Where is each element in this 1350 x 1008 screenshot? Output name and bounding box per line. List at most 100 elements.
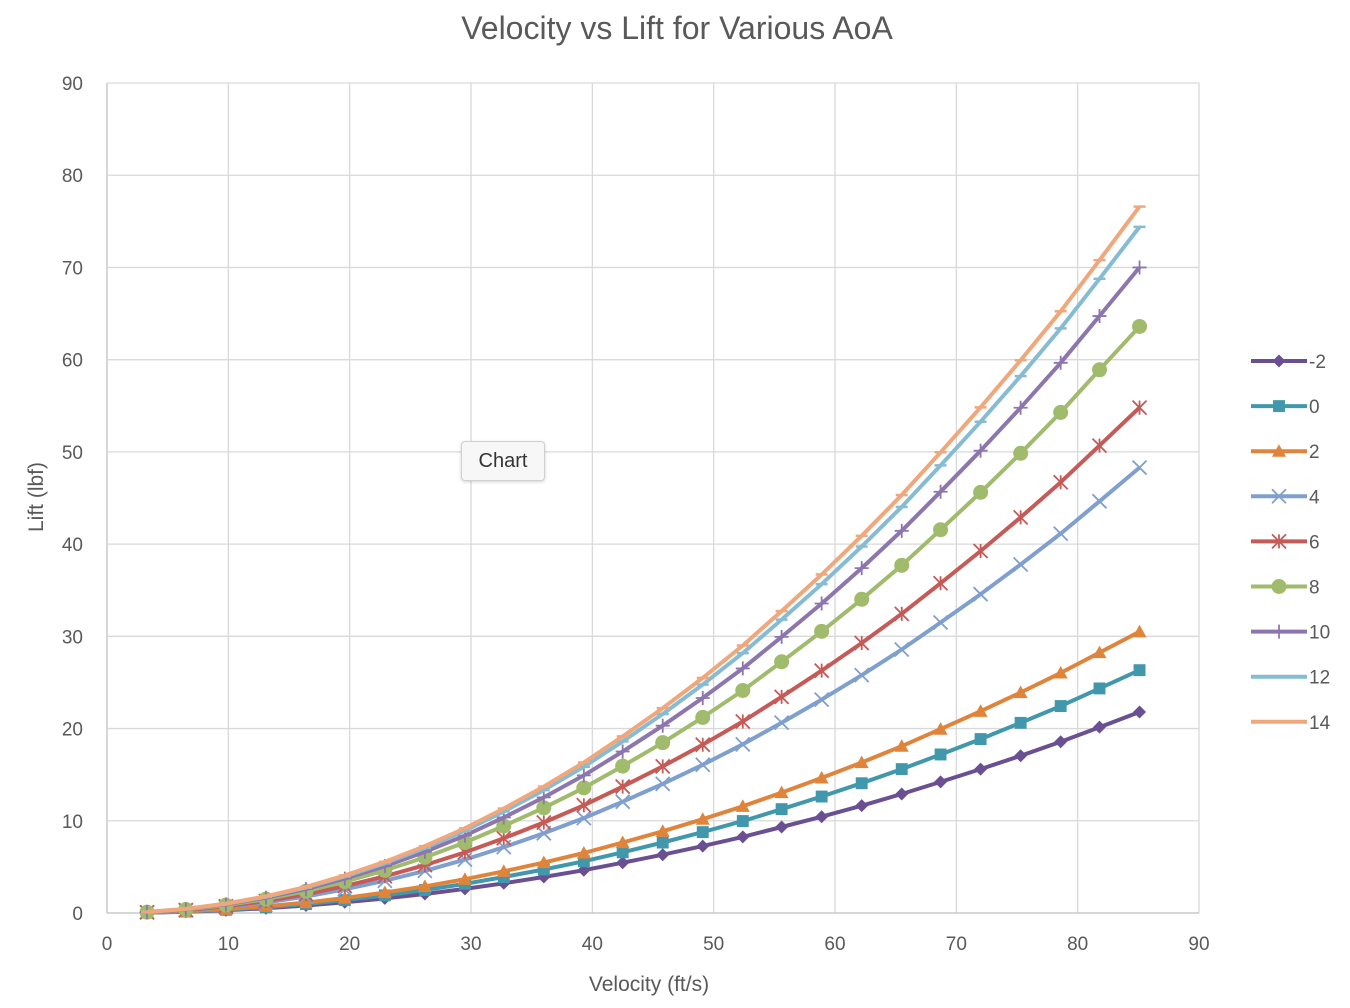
legend-item: 2 bbox=[1251, 442, 1320, 463]
legend-item: 0 bbox=[1251, 397, 1320, 418]
data-point bbox=[1014, 716, 1027, 729]
data-point bbox=[1053, 474, 1069, 490]
data-point bbox=[894, 523, 909, 538]
data-point bbox=[576, 797, 592, 813]
x-tick-label: 70 bbox=[946, 934, 967, 955]
y-tick-label: 40 bbox=[62, 535, 83, 556]
data-point bbox=[1271, 533, 1287, 550]
data-point bbox=[735, 799, 750, 812]
data-point bbox=[854, 755, 869, 769]
data-point bbox=[337, 890, 352, 904]
data-point bbox=[895, 763, 908, 776]
data-point bbox=[576, 845, 591, 859]
data-point bbox=[934, 775, 948, 789]
data-point bbox=[775, 820, 789, 834]
legend-label: 8 bbox=[1309, 578, 1320, 599]
data-point bbox=[932, 614, 949, 631]
data-point bbox=[735, 682, 751, 698]
y-tick-label: 80 bbox=[62, 166, 83, 187]
data-point bbox=[974, 733, 987, 746]
series-line bbox=[146, 710, 1141, 915]
series-line bbox=[146, 205, 1142, 914]
data-point bbox=[933, 522, 949, 538]
data-point bbox=[1053, 665, 1068, 679]
data-point bbox=[1053, 404, 1069, 420]
series-line bbox=[146, 266, 1142, 915]
data-point bbox=[1092, 309, 1107, 324]
data-point bbox=[854, 591, 870, 607]
data-point bbox=[933, 484, 948, 499]
data-point bbox=[814, 596, 829, 611]
data-point bbox=[496, 818, 512, 834]
legend-item: 14 bbox=[1251, 713, 1331, 734]
data-point bbox=[735, 713, 751, 730]
data-point bbox=[814, 691, 830, 708]
data-point bbox=[537, 863, 550, 876]
data-point bbox=[972, 586, 989, 602]
x-tick-label: 50 bbox=[703, 934, 724, 955]
data-point bbox=[696, 839, 710, 853]
data-point bbox=[1013, 400, 1028, 415]
data-point bbox=[814, 623, 830, 639]
data-point bbox=[1091, 493, 1108, 509]
legend-item: 12 bbox=[1251, 668, 1330, 689]
data-point bbox=[695, 757, 711, 773]
data-point bbox=[894, 641, 910, 658]
data-point bbox=[1271, 579, 1287, 594]
x-tick-label: 30 bbox=[460, 934, 481, 955]
data-point bbox=[615, 835, 630, 849]
data-point bbox=[695, 709, 711, 725]
data-point bbox=[1054, 700, 1067, 713]
data-point bbox=[774, 654, 790, 670]
data-point bbox=[615, 794, 631, 810]
data-point bbox=[1093, 682, 1106, 695]
data-point bbox=[815, 810, 829, 824]
y-tick-label: 70 bbox=[62, 258, 83, 279]
data-point bbox=[735, 661, 750, 676]
x-tick-label: 20 bbox=[339, 934, 360, 955]
legend-item: 8 bbox=[1251, 578, 1320, 599]
legend: -2 0 2 4 6 8 10 12 14 bbox=[1251, 352, 1331, 734]
legend-label: 14 bbox=[1309, 713, 1331, 734]
legend-label: 2 bbox=[1309, 442, 1320, 463]
x-tick-label: 40 bbox=[582, 934, 603, 955]
data-point bbox=[775, 803, 788, 816]
data-point bbox=[1013, 445, 1029, 461]
legend-label: 4 bbox=[1309, 487, 1320, 508]
legend-label: 12 bbox=[1309, 668, 1330, 689]
data-point bbox=[536, 825, 552, 841]
data-point bbox=[536, 814, 552, 831]
data-point bbox=[695, 691, 710, 706]
data-point bbox=[1013, 509, 1029, 526]
y-tick-label: 90 bbox=[62, 74, 83, 95]
data-point bbox=[576, 768, 591, 783]
y-tick-label: 20 bbox=[62, 720, 83, 741]
x-tick-label: 0 bbox=[102, 934, 113, 955]
data-point bbox=[894, 557, 910, 573]
x-tick-label: 90 bbox=[1188, 934, 1209, 955]
data-point bbox=[854, 667, 870, 683]
data-point bbox=[615, 744, 630, 759]
data-point bbox=[656, 836, 669, 849]
legend-item: -2 bbox=[1251, 352, 1326, 373]
x-tick-labels: 0 10 20 30 40 50 60 70 80 90 bbox=[102, 934, 1210, 955]
data-point bbox=[1272, 444, 1286, 457]
series-layer bbox=[139, 205, 1148, 920]
data-point bbox=[417, 879, 432, 892]
x-tick-label: 80 bbox=[1067, 934, 1088, 955]
data-point bbox=[815, 790, 828, 803]
data-point bbox=[1131, 399, 1148, 416]
data-point bbox=[1271, 488, 1287, 504]
data-point bbox=[576, 810, 592, 826]
y-tick-label: 0 bbox=[72, 904, 83, 925]
x-tick-label: 10 bbox=[218, 934, 239, 955]
series-12 bbox=[141, 225, 1146, 914]
data-point bbox=[1013, 685, 1028, 699]
data-point bbox=[814, 663, 830, 679]
legend-label: -2 bbox=[1309, 352, 1326, 373]
data-point bbox=[497, 871, 510, 883]
data-point bbox=[735, 736, 751, 752]
data-point bbox=[655, 776, 671, 792]
y-tick-label: 30 bbox=[62, 627, 83, 648]
y-tick-label: 10 bbox=[62, 812, 83, 833]
